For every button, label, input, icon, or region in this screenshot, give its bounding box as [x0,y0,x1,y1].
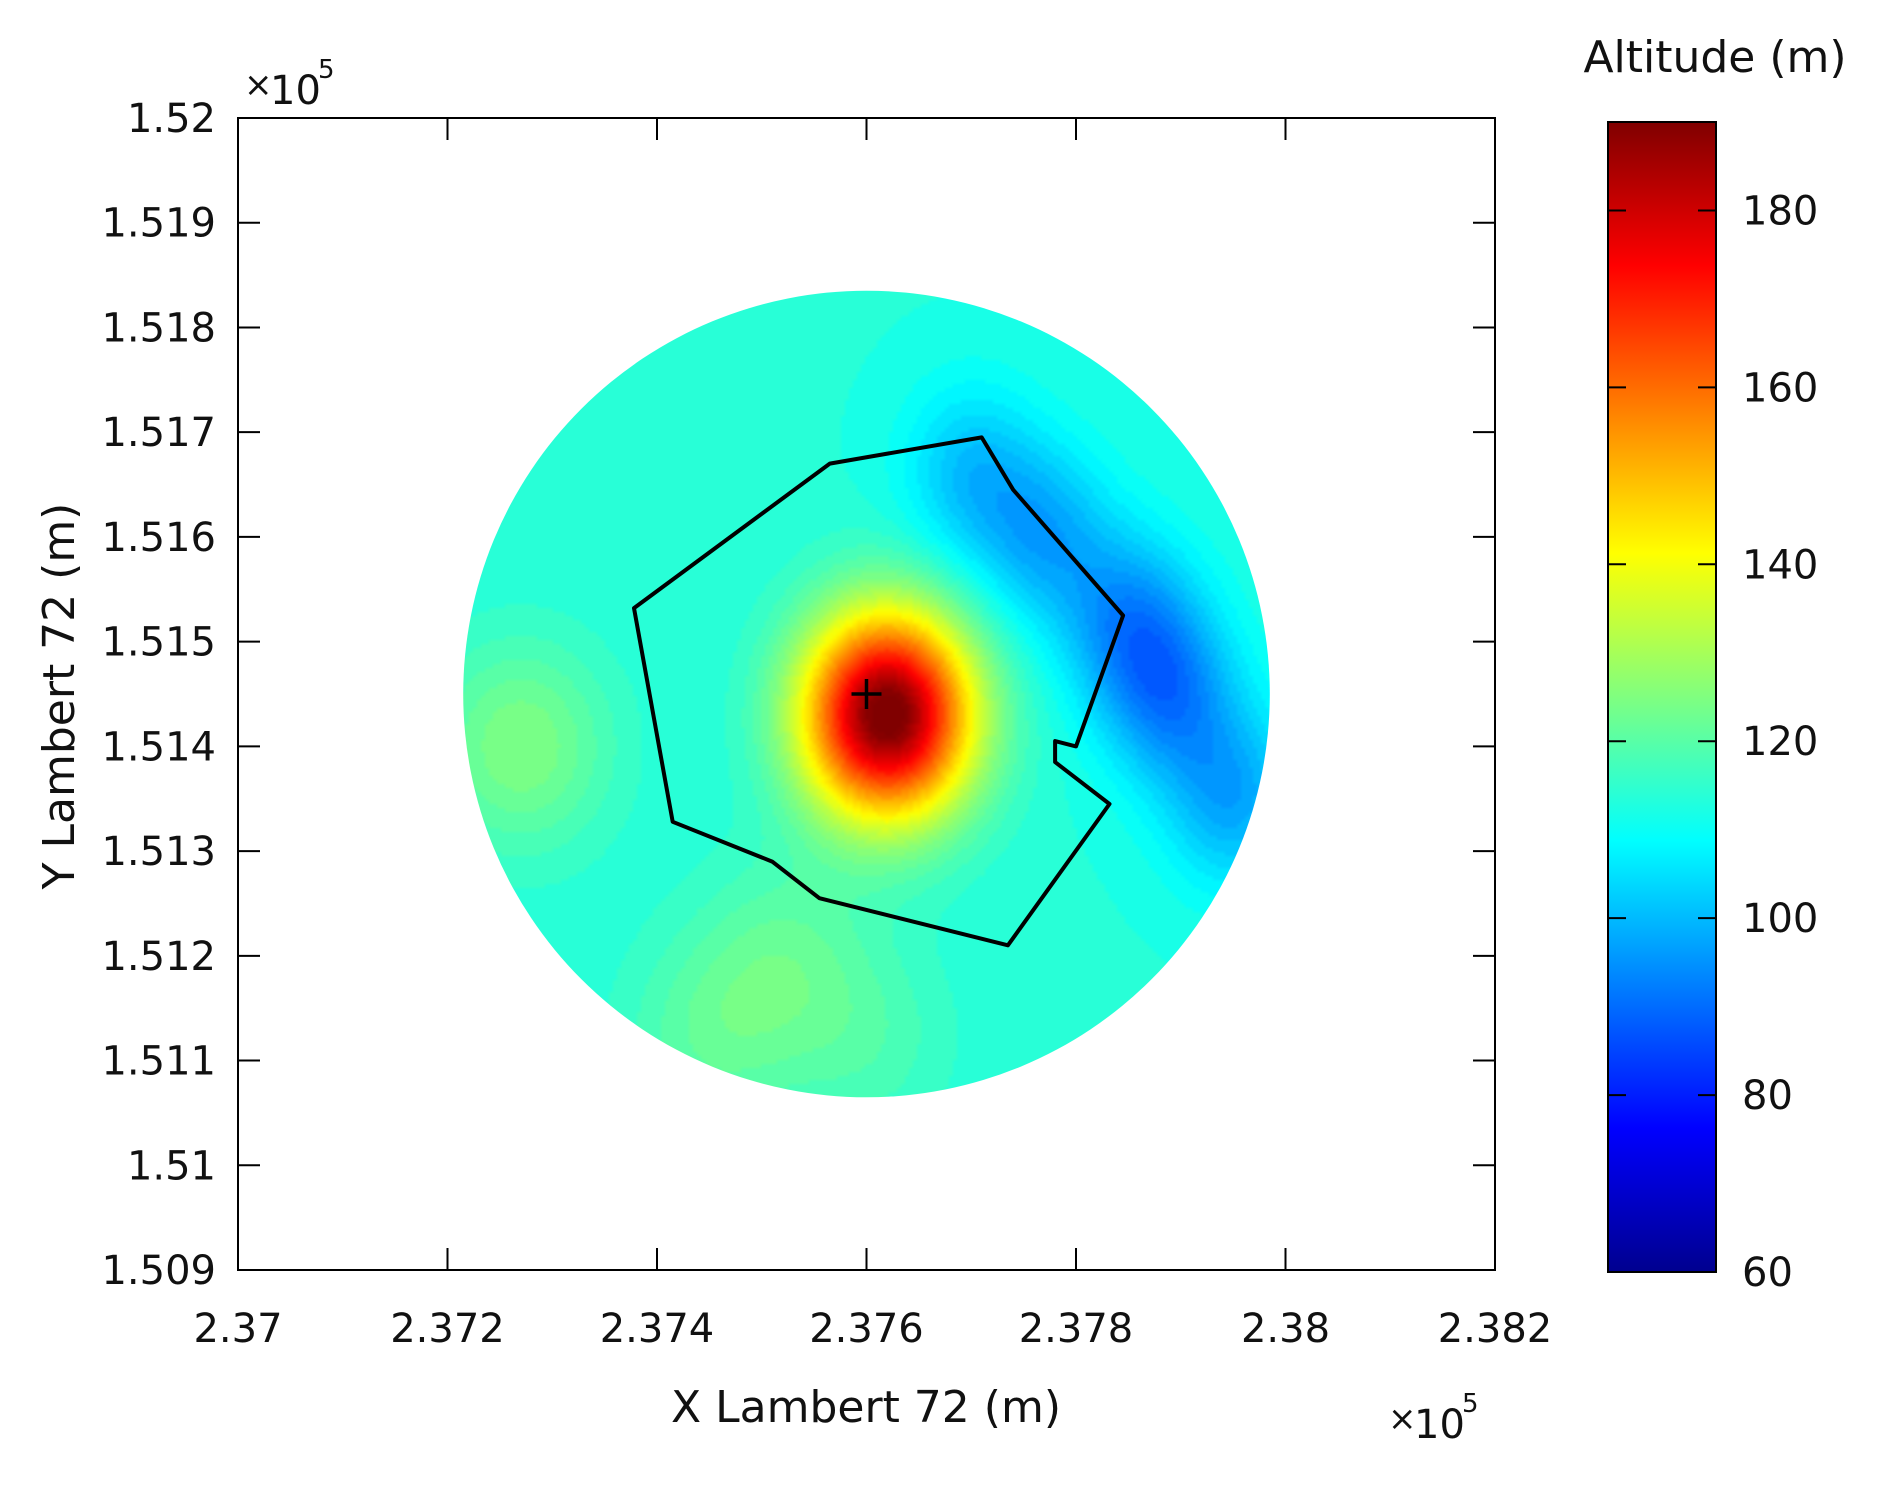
x-axis-ticks: 2.37 2.372 2.374 2.376 2.378 2.38 2.382 [193,118,1552,1352]
x-axis-title: X Lambert 72 (m) [671,1382,1061,1433]
y-axis-ticks: 1.509 1.51 1.511 1.512 1.513 1.514 1.515 1.516 1… [101,96,1495,1294]
colorbar-tick-label: 120 [1742,719,1818,765]
y-axis-title: Y Lambert 72 (m) [34,503,85,891]
colorbar-tick-label: 140 [1742,542,1818,588]
y-tick-label: 1.519 [101,201,216,247]
y-tick-label: 1.518 [101,305,216,351]
x-tick-label: 2.38 [1241,1306,1330,1352]
x-tick-label: 2.374 [600,1306,715,1352]
y-scale-multiplier: × 10 5 [244,55,335,114]
y-tick-label: 1.512 [101,934,216,980]
colorbar-ticks: 60 80 100 120 140 160 180 [1608,188,1818,1296]
boundary-polygon [632,435,1126,948]
svg-text:×: × [244,65,273,105]
y-tick-label: 1.509 [101,1248,216,1294]
y-tick-label: 1.52 [127,96,216,142]
y-tick-label: 1.514 [101,724,216,770]
svg-text:5: 5 [318,55,335,85]
svg-text:10: 10 [1414,1402,1465,1448]
colorbar-tick-label: 160 [1742,365,1818,411]
svg-text:10: 10 [270,68,321,114]
x-tick-label: 2.376 [809,1306,924,1352]
y-tick-label: 1.511 [101,1039,216,1085]
y-tick-label: 1.517 [101,410,216,456]
x-tick-label: 2.378 [1019,1306,1134,1352]
colorbar: Altitude (m) 60 80 100 120 140 160 180 [1583,32,1846,1296]
y-tick-label: 1.515 [101,620,216,666]
colorbar-tick-label: 60 [1742,1250,1793,1296]
y-tick-label: 1.513 [101,829,216,875]
x-tick-label: 2.382 [1438,1306,1553,1352]
colorbar-title: Altitude (m) [1583,32,1846,83]
colorbar-tick-label: 100 [1742,896,1818,942]
colorbar-gradient [1607,121,1717,1273]
y-tick-label: 1.51 [127,1143,216,1189]
center-marker [851,679,882,709]
colorbar-tick-label: 180 [1742,188,1818,234]
colorbar-tick-label: 80 [1742,1073,1793,1119]
svg-text:×: × [1388,1399,1417,1439]
svg-text:5: 5 [1462,1389,1479,1419]
x-tick-label: 2.372 [390,1306,505,1352]
y-tick-label: 1.516 [101,515,216,561]
x-scale-multiplier: × 10 5 [1388,1389,1479,1448]
x-tick-label: 2.37 [193,1306,282,1352]
